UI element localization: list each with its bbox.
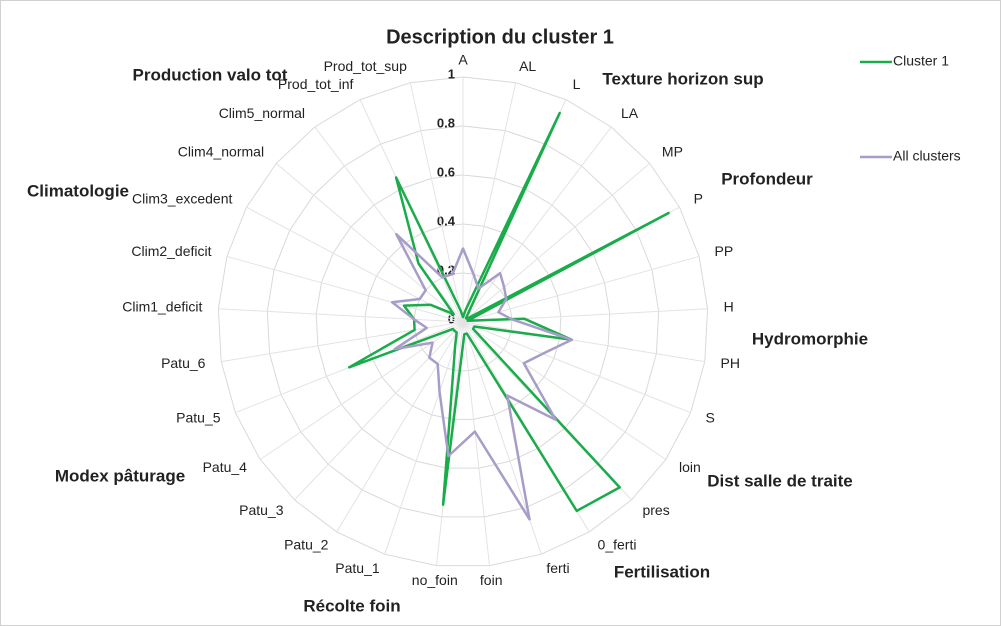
category-label: Patu_3: [239, 502, 284, 518]
series-line: [347, 111, 670, 513]
r-tick-label: 0.8: [437, 115, 455, 130]
category-label: foin: [480, 572, 503, 588]
r-tick-label: 0.6: [437, 164, 455, 179]
category-label: ferti: [546, 560, 569, 576]
category-label: Prod_tot_inf: [278, 76, 354, 92]
spoke: [221, 321, 464, 363]
spoke: [246, 206, 464, 323]
r-tick-label: 1: [448, 66, 455, 81]
spoke: [384, 321, 464, 555]
grid-ring: [217, 76, 709, 567]
category-label: Clim5_normal: [219, 105, 305, 121]
spoke: [462, 321, 705, 363]
spoke: [314, 126, 464, 323]
spoke: [275, 163, 464, 323]
legend-label: Cluster 1: [893, 53, 949, 69]
category-label: Patu_4: [203, 459, 248, 475]
spoke: [336, 321, 464, 533]
category-label: S: [705, 409, 714, 425]
grid-ring: [266, 125, 660, 518]
category-label: Clim4_normal: [178, 144, 264, 160]
group-label: Climatologie: [27, 181, 129, 200]
group-label: Profondeur: [721, 169, 813, 188]
category-label: loin: [679, 459, 701, 475]
legend-label: All clusters: [893, 148, 961, 164]
grid-ring: [315, 174, 611, 469]
spoke: [462, 321, 691, 414]
category-label: Prod_tot_sup: [324, 58, 407, 74]
group-label: Production valo tot: [133, 65, 288, 84]
spoke: [462, 255, 700, 323]
spoke: [462, 126, 612, 323]
category-label: A: [458, 52, 468, 68]
group-label: Dist salle de traite: [707, 471, 853, 490]
group-label: Hydromorphie: [752, 329, 868, 348]
spoke: [259, 321, 464, 460]
category-label: AL: [519, 58, 536, 74]
spoke: [218, 308, 464, 323]
category-label: PH: [721, 355, 740, 371]
spoke: [462, 82, 517, 323]
category-label: no_foin: [412, 572, 458, 588]
category-label: P: [694, 190, 703, 206]
category-label: pres: [642, 502, 669, 518]
category-label: 0_ferti: [598, 536, 637, 552]
grid-ring: [364, 223, 562, 420]
group-label: Fertilisation: [614, 562, 710, 581]
category-label: PP: [714, 243, 733, 259]
series-line: [390, 232, 574, 521]
group-label: Récolte foin: [303, 596, 400, 615]
category-label: Patu_5: [176, 409, 221, 425]
category-label: Patu_1: [335, 560, 380, 576]
category-label: Patu_2: [284, 536, 329, 552]
group-label: Modex pâturage: [55, 466, 185, 485]
category-label: L: [573, 76, 581, 92]
category-label: Clim2_deficit: [131, 243, 211, 259]
spoke: [462, 321, 490, 566]
category-label: LA: [621, 105, 639, 121]
spoke: [462, 163, 651, 323]
spoke: [226, 255, 464, 323]
spoke: [462, 321, 667, 460]
category-label: H: [724, 299, 734, 315]
category-label: MP: [662, 144, 683, 160]
category-label: Clim1_deficit: [122, 299, 202, 315]
chart-title: Description du cluster 1: [386, 26, 614, 48]
category-label: Clim3_excedent: [132, 190, 232, 206]
group-label: Texture horizon sup: [602, 69, 763, 88]
category-label: Patu_6: [161, 355, 206, 371]
spoke: [409, 82, 464, 323]
spoke: [294, 321, 464, 501]
